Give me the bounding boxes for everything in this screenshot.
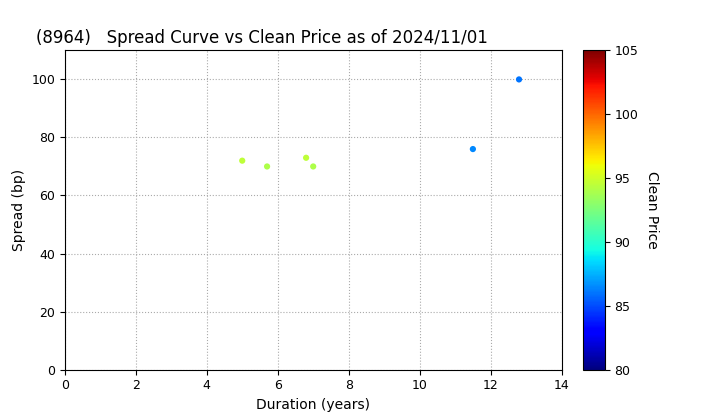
Point <box>467 146 479 152</box>
Text: (8964)   Spread Curve vs Clean Price as of 2024/11/01: (8964) Spread Curve vs Clean Price as of… <box>36 29 488 47</box>
X-axis label: Duration (years): Duration (years) <box>256 398 370 412</box>
Point <box>513 76 525 83</box>
Point <box>261 163 273 170</box>
Point <box>307 163 319 170</box>
Point <box>300 155 312 161</box>
Y-axis label: Spread (bp): Spread (bp) <box>12 169 26 251</box>
Point <box>236 158 248 164</box>
Y-axis label: Clean Price: Clean Price <box>645 171 660 249</box>
